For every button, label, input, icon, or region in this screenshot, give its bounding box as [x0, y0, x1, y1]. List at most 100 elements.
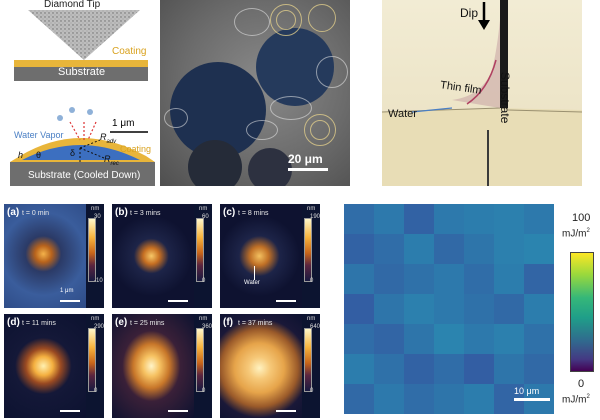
heatmap-cell: [374, 204, 404, 234]
heatmap-cell: [464, 384, 494, 414]
heatmap-cell: [464, 324, 494, 354]
diamond-tip-shape: [28, 10, 140, 60]
interference-ring: [234, 8, 270, 36]
heatmap-cell: [344, 354, 374, 384]
heatmap-cell: [464, 204, 494, 234]
heatmap-cell: [344, 264, 374, 294]
afm-image: [112, 204, 194, 308]
afm-unit-label: nm: [91, 316, 100, 322]
colorbar-unit-bottom: mJ/m2: [562, 394, 590, 405]
radius-adv-line: [79, 139, 101, 149]
heatmap-cell: [434, 234, 464, 264]
heatmap-cell: [494, 264, 524, 294]
afm-panel-e: (e) t = 25 mins nm 360 0: [112, 314, 212, 418]
schematic-drawing: [10, 10, 155, 186]
vapor-arrow: [69, 121, 81, 141]
afm-time-label: t = 0 min: [22, 210, 50, 217]
heatmap-cell: [344, 234, 374, 264]
heatmap-cell: [404, 294, 434, 324]
r-adv-label: Radv: [100, 132, 116, 145]
dip-label: Dip: [460, 6, 479, 20]
afm-image: [220, 314, 302, 418]
h-label: h: [18, 150, 24, 160]
r-rec-symbol: R: [104, 154, 111, 164]
afm-letter: (a): [7, 207, 20, 218]
afm-time-label: t = 8 mins: [238, 210, 269, 217]
surface-energy-heatmap: 10 μm 100 mJ/m2 0 mJ/m2: [344, 202, 600, 420]
r-adv-symbol: R: [100, 132, 107, 142]
afm-image: [220, 204, 302, 308]
heatmap-cell: [464, 354, 494, 384]
ring-pattern: [270, 4, 302, 36]
afm-scale-bar: [168, 300, 188, 302]
heatmap-cell: [374, 264, 404, 294]
heatmap-colorbar: [570, 252, 594, 372]
heatmap-cell: [494, 294, 524, 324]
heatmap-grid: [344, 204, 554, 414]
ring-pattern: [310, 120, 330, 140]
water-label: Water: [388, 108, 417, 120]
afm-panel-d: (d) t = 11 mins nm 290 0: [4, 314, 104, 418]
water-surface: [507, 109, 582, 113]
unit-sup: 2: [586, 228, 590, 234]
afm-panel-c: (c) t = 8 mins nm 190 0 Water: [220, 204, 320, 308]
afm-colorbar: [88, 328, 96, 392]
afm-letter: (e): [115, 317, 128, 328]
micrograph-panel: 20 μm: [160, 0, 350, 186]
heatmap-cell: [434, 354, 464, 384]
coating-label-top: Coating: [112, 46, 147, 57]
afm-letter: (c): [223, 207, 236, 218]
heatmap-cell: [374, 324, 404, 354]
afm-colorbar: [196, 328, 204, 392]
afm-colorbar-max: 290: [94, 324, 104, 330]
radius-rec-line: [79, 147, 105, 159]
heatmap-cell: [404, 234, 434, 264]
heatmap-cell: [464, 294, 494, 324]
afm-time-label: t = 37 mins: [238, 320, 273, 327]
heatmap-cell: [464, 234, 494, 264]
water-vapor-label: Water Vapor: [14, 130, 64, 140]
afm-colorbar-max: 60: [202, 214, 209, 220]
heatmap-cell: [404, 354, 434, 384]
afm-image: [4, 314, 86, 418]
heatmap-cell: [404, 204, 434, 234]
heatmap-cell: [524, 204, 554, 234]
heatmap-cell: [524, 294, 554, 324]
water-arrow: [254, 266, 255, 280]
heatmap-cell: [374, 294, 404, 324]
afm-colorbar-min: 0: [202, 388, 206, 394]
heatmap-scale-label: 10 μm: [514, 386, 540, 396]
unit-sup: 2: [586, 394, 590, 400]
diamond-tip-label: Diamond Tip: [44, 0, 101, 10]
afm-scale-bar: [60, 410, 80, 412]
substrate-plate: [500, 0, 508, 186]
r-rec-label: Rrec: [104, 154, 119, 167]
substrate-label-top: Substrate: [58, 66, 106, 78]
substrate-vertical-label: Substrate: [498, 72, 512, 124]
interference-ring: [164, 108, 188, 128]
afm-letter: (f): [223, 317, 233, 328]
water-drop: [22, 145, 140, 160]
vapor-dot: [57, 115, 63, 121]
interference-ring: [246, 120, 278, 140]
heatmap-cell: [374, 234, 404, 264]
heatmap-cell: [434, 324, 464, 354]
schematic-scale-label: 1 μm: [112, 118, 135, 129]
water-body: [382, 108, 582, 186]
afm-unit-label: nm: [91, 206, 100, 212]
heatmap-cell: [434, 264, 464, 294]
afm-unit-label: nm: [199, 316, 208, 322]
micrograph-scale-label: 20 μm: [288, 152, 323, 166]
heatmap-cell: [344, 384, 374, 414]
afm-colorbar-max: 360: [202, 324, 212, 330]
heatmap-cell: [524, 234, 554, 264]
afm-scale-bar: [276, 410, 296, 412]
droplet: [188, 140, 242, 186]
afm-time-label: t = 11 mins: [22, 320, 56, 327]
r-rec-subscript: rec: [110, 160, 119, 167]
afm-colorbar-max: 190: [310, 214, 320, 220]
afm-colorbar-min: 0: [202, 278, 206, 284]
afm-unit-label: nm: [307, 206, 316, 212]
theta-label: θ: [36, 150, 42, 160]
substrate-label-bottom: Substrate (Cooled Down): [28, 170, 141, 181]
